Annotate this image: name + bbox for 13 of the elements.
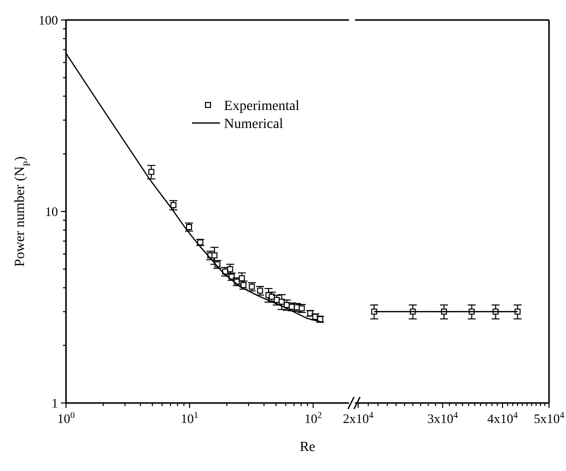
x-tick-label: 2x10$^{4}$ [342, 410, 374, 426]
x-tick-label: 3x10$^{4}$ [427, 410, 458, 426]
x-tick-label: 5x10$^{4}$ [534, 410, 565, 426]
y-tick-label: 100 [38, 12, 58, 28]
y-tick-label: 1 [52, 396, 58, 410]
x-tick-label: 4x10$^{4}$ [487, 410, 518, 426]
legend-label: Experimental [224, 99, 300, 114]
x-tick-label: 10$^{2}$ [304, 410, 322, 426]
y-tick-label: 10 [45, 204, 58, 219]
x-tick-label: 10$^{1}$ [180, 410, 198, 426]
x-tick-label: 10$^{0}$ [57, 410, 76, 426]
legend-label: Numerical [224, 117, 284, 132]
x-axis-title: Re [300, 440, 316, 455]
